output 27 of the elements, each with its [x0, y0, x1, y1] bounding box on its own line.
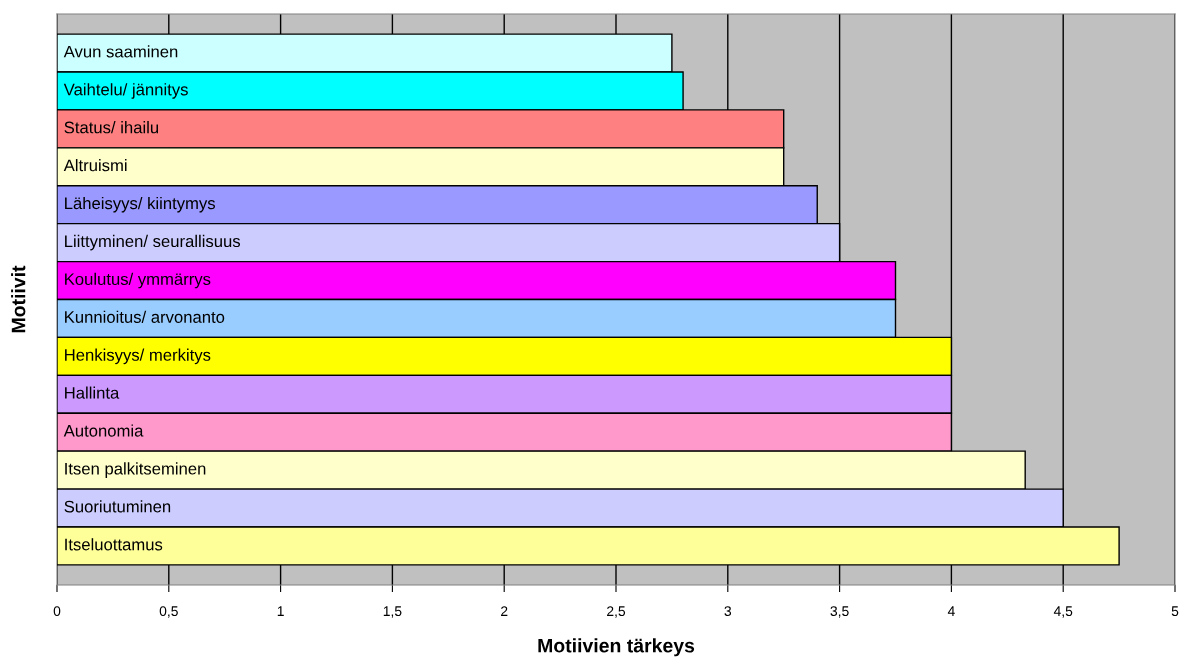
- x-tick-label: 4: [947, 606, 955, 616]
- y-tick-label: Avun saaminen: [63, 45, 178, 58]
- y-tick-label: Liittyminen/ seurallisuus: [65, 234, 241, 251]
- y-tick-label: Status/ ihailu: [64, 121, 159, 134]
- x-tick-label: 4,5: [1053, 606, 1073, 618]
- y-tick-label: Itseluottamus: [65, 538, 163, 551]
- y-tick-label: Suoriutuminen: [64, 500, 171, 513]
- x-tick-label: 0,5: [159, 606, 178, 618]
- x-axis-title: Motiivien tärkeys: [538, 638, 695, 657]
- y-tick-label: Autonomia: [63, 424, 144, 437]
- x-tick-label: 1: [277, 606, 284, 616]
- x-tick-label: 5: [1171, 606, 1179, 617]
- x-tick-label: 3,5: [830, 606, 849, 618]
- x-tick-label: 3: [724, 606, 732, 617]
- x-tick-label: 2,5: [607, 606, 626, 618]
- x-tick-label: 1,5: [383, 606, 402, 618]
- y-tick-label: Henkisyys/ merkitys: [65, 348, 211, 365]
- y-tick-label: Läheisyys/ kiintymys: [65, 196, 215, 213]
- y-tick-label: Hallinta: [65, 386, 120, 399]
- y-tick-label: Koulutus/ ymmärrys: [65, 272, 211, 289]
- y-tick-label: Vaihtelu/ jännitys: [63, 83, 188, 99]
- y-tick-label: Altruismi: [63, 159, 127, 172]
- x-tick-label: 0: [53, 606, 61, 617]
- y-axis-title: Motiivit: [11, 265, 26, 333]
- x-tick-label: 2: [501, 606, 508, 616]
- y-tick-label: Itsen palkitseminen: [65, 462, 206, 478]
- y-tick-label: Kunnioitus/ arvonanto: [65, 310, 225, 323]
